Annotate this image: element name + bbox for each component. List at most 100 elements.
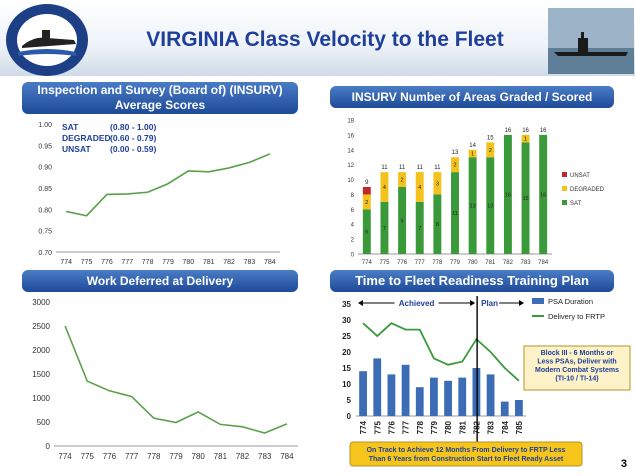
psa-bar xyxy=(458,377,467,416)
bar-data-label: 11 xyxy=(452,211,458,217)
x-tick-label: 783 xyxy=(521,260,532,266)
y-tick-label: 12 xyxy=(347,163,354,169)
work-deferred-header: Work Deferred at Delivery xyxy=(22,270,298,292)
y-tick-label: 18 xyxy=(347,119,354,125)
plan-label: Plan xyxy=(481,299,498,308)
readiness-title: Time to Fleet Readiness Training Plan xyxy=(355,273,589,288)
x-tick-label: 784 xyxy=(538,260,549,266)
legend-swatch xyxy=(562,186,567,191)
bar-segment-degraded xyxy=(468,149,477,158)
psa-bar xyxy=(387,374,396,416)
bar-data-label: 7 xyxy=(418,226,421,232)
x-tick-label: 777 xyxy=(121,259,133,266)
footer-callout-text: On Track to Achieve 12 Months From Deliv… xyxy=(367,447,566,463)
bar-total-label: 11 xyxy=(399,165,406,171)
y-tick-label: 500 xyxy=(37,418,51,427)
bar-segment-sat xyxy=(486,157,495,254)
achieved-label-bg xyxy=(394,297,439,308)
legend-swatch xyxy=(562,200,567,205)
bar-segment-degraded xyxy=(433,172,442,195)
readiness-chart: 0 5 10 15 20 25 30 35 774 775 776 777 778 779 780 781 78… xyxy=(330,294,635,474)
bar-segment-sat xyxy=(503,134,512,254)
bar-segment-sat xyxy=(468,157,477,254)
x-tick-label: 774 xyxy=(58,452,72,461)
y-tick-label: 20 xyxy=(342,348,351,357)
legend-range: (0.00 - 0.59) xyxy=(110,144,156,154)
x-tick-label: 779 xyxy=(430,420,439,434)
bar-total-label: 9 xyxy=(365,180,369,186)
psa-bar xyxy=(444,380,452,416)
x-tick-label: 779 xyxy=(162,259,174,266)
achieved-arrowhead-right xyxy=(470,300,476,306)
bar-segment-degraded xyxy=(415,172,424,202)
y-tick-label: 1.00 xyxy=(38,122,52,129)
page-title: VIRGINIA Class Velocity to the Fleet xyxy=(146,28,504,51)
y-tick-label: 4 xyxy=(351,223,355,229)
y-tick-label: 16 xyxy=(347,133,354,139)
x-tick-label: 778 xyxy=(432,260,443,266)
page-number: 3 xyxy=(620,458,627,470)
x-tick-label: 781 xyxy=(485,260,496,266)
x-tick-label: 774 xyxy=(60,259,72,266)
legend-swatch-psa xyxy=(532,298,544,304)
x-tick-label: 780 xyxy=(183,259,195,266)
y-tick-label: 0 xyxy=(351,253,355,259)
x-tick-label: 774 xyxy=(362,260,373,266)
plan-label-bg xyxy=(479,297,500,308)
header-banner xyxy=(0,0,635,76)
x-tick-label: 775 xyxy=(81,259,93,266)
block-callout-box xyxy=(523,345,631,391)
x-tick-label: 784 xyxy=(280,452,294,461)
y-tick-label: 0.90 xyxy=(38,165,52,172)
y-tick-label: 30 xyxy=(342,316,351,325)
bar-segment-degraded xyxy=(521,134,530,143)
bar-data-label: 3 xyxy=(436,181,439,187)
x-tick-label: 783 xyxy=(258,452,272,461)
bar-segment-sat xyxy=(433,194,442,254)
x-tick-label: 779 xyxy=(450,260,461,266)
legend-label: DEGRADED xyxy=(62,133,111,143)
x-tick-label: 782 xyxy=(223,259,235,266)
bar-data-label: 2 xyxy=(453,163,456,169)
legend-label-psa: PSA Duration xyxy=(548,297,593,306)
bar-segment-degraded xyxy=(380,172,389,202)
bar-data-label: 13 xyxy=(487,204,493,210)
x-tick-label: 782 xyxy=(503,260,514,266)
psa-bar xyxy=(359,371,367,416)
y-tick-label: 6 xyxy=(351,208,355,214)
bar-total-label: 11 xyxy=(417,165,424,171)
legend-range: (0.60 - 0.79) xyxy=(110,133,156,143)
y-tick-label: 0.75 xyxy=(38,229,52,236)
insurv-areas-title: INSURV Number of Areas Graded / Scored xyxy=(351,90,593,104)
bar-total-label: 14 xyxy=(469,143,476,149)
y-tick-label: 2000 xyxy=(32,346,50,355)
legend-label: SAT xyxy=(570,201,582,207)
x-tick-label: 774 xyxy=(359,420,368,434)
x-tick-label: 781 xyxy=(203,259,215,266)
bar-segment-sat xyxy=(521,142,530,254)
bar-data-label: 1 xyxy=(471,152,474,158)
footer-callout-box xyxy=(349,441,583,467)
insurv-scores-header: Inspection and Survey (Board of) (INSURV… xyxy=(22,82,298,114)
legend-label: UNSAT xyxy=(62,144,91,154)
insurv-areas-header: INSURV Number of Areas Graded / Scored xyxy=(330,86,614,108)
x-tick-label: 781 xyxy=(458,420,467,434)
x-tick-label: 783 xyxy=(487,420,496,434)
bar-segment-sat xyxy=(380,201,389,254)
bar-total-label: 13 xyxy=(452,150,459,156)
legend-swatch xyxy=(562,172,567,177)
psa-bar xyxy=(472,368,481,416)
bar-data-label: 2 xyxy=(489,148,492,154)
bar-segment-sat xyxy=(539,134,548,254)
submarine-image xyxy=(548,8,634,74)
y-tick-label: 0.80 xyxy=(38,207,52,214)
bar-data-label: 4 xyxy=(418,185,421,191)
bar-data-label: 4 xyxy=(383,185,386,191)
psa-bar xyxy=(430,377,438,416)
bar-segment-sat xyxy=(362,209,371,254)
readiness-header: Time to Fleet Readiness Training Plan xyxy=(330,270,614,292)
bar-data-label: 6 xyxy=(365,230,368,236)
y-tick-label: 10 xyxy=(342,380,351,389)
psa-bar xyxy=(373,358,382,416)
psa-bar xyxy=(515,400,523,416)
